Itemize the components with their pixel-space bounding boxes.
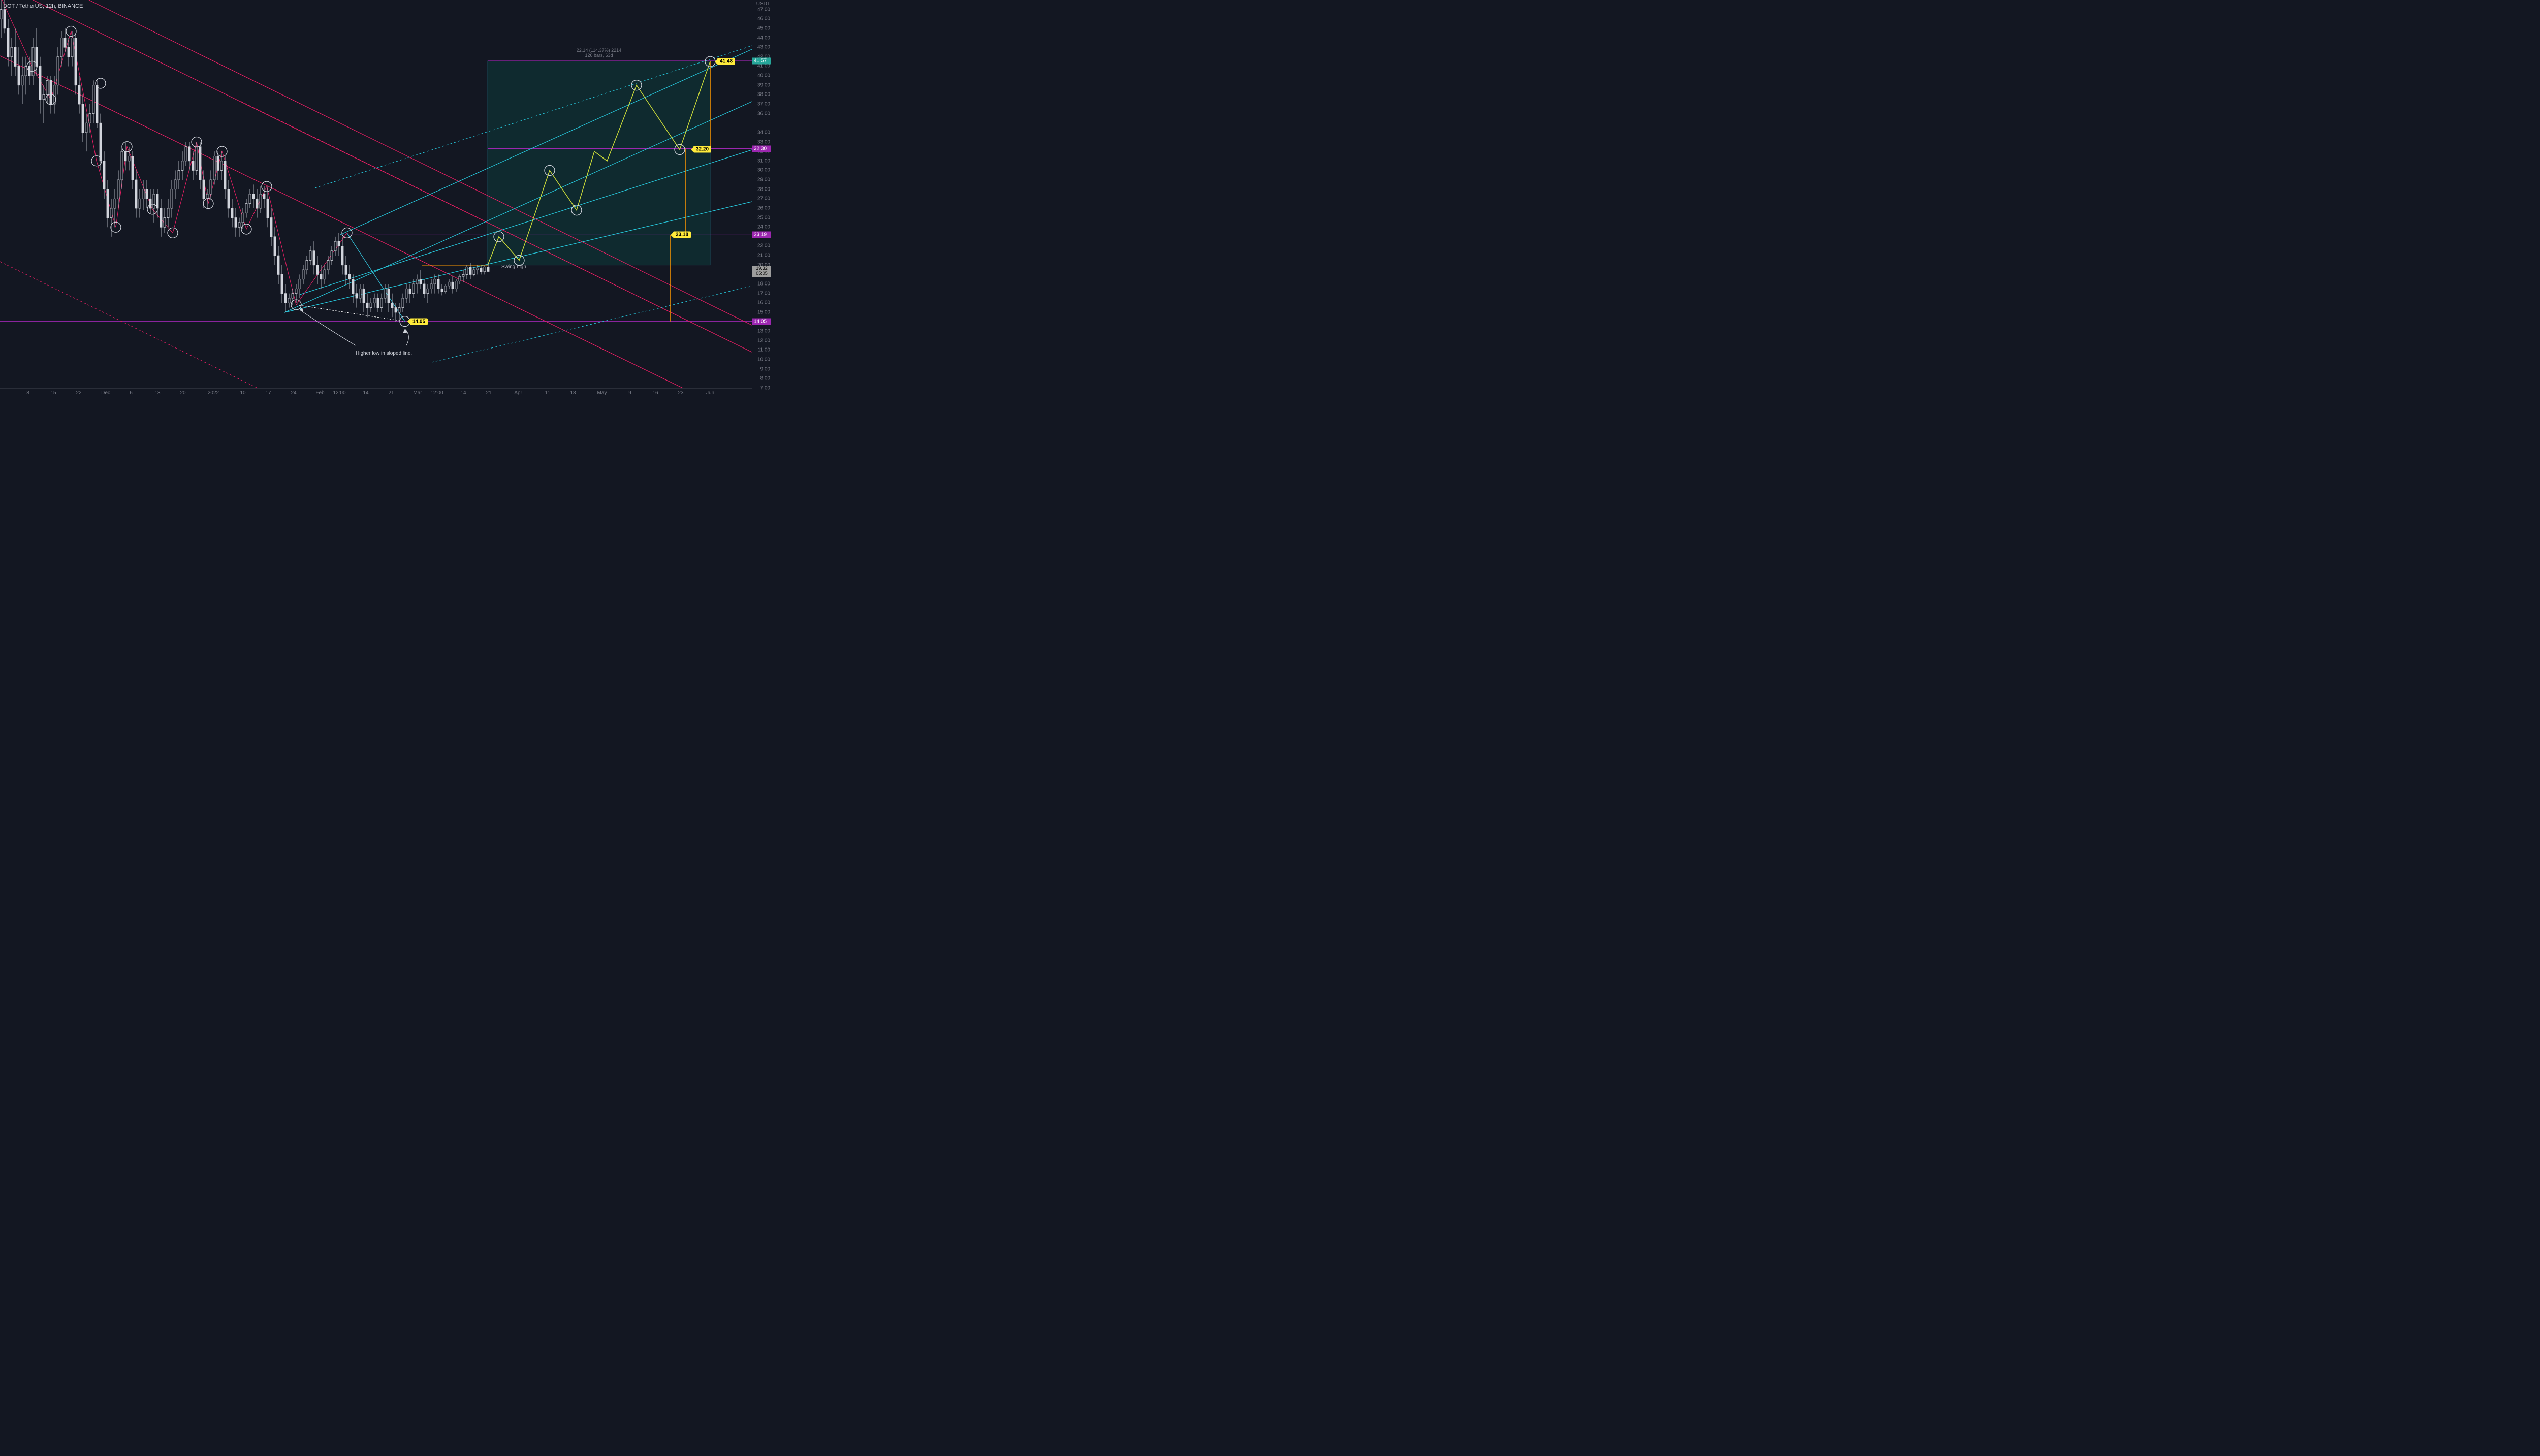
time-tick: 12:00: [430, 390, 443, 396]
time-tick: May: [597, 390, 607, 396]
price-callout[interactable]: 23.18: [673, 232, 691, 238]
time-tick: 24: [291, 390, 296, 396]
price-tick: 29.00: [757, 177, 770, 183]
time-tick: 14: [460, 390, 466, 396]
time-tick: Feb: [315, 390, 324, 396]
price-tick: 45.00: [757, 25, 770, 31]
symbol-label: DOT / TetherUS, 12h, BINANCE: [3, 3, 83, 9]
price-tick: 28.00: [757, 186, 770, 192]
price-tick: 18.00: [757, 281, 770, 287]
time-tick: 11: [545, 390, 550, 396]
time-tick: 2022: [208, 390, 219, 396]
price-tick: 10.00: [757, 357, 770, 363]
price-tick: 41.00: [757, 64, 770, 69]
time-tick: 21: [388, 390, 394, 396]
price-tick: 47.00: [757, 7, 770, 12]
time-tick: Dec: [101, 390, 110, 396]
price-callout[interactable]: 14.05: [410, 318, 428, 325]
price-tick: 12.00: [757, 338, 770, 343]
price-tick: 30.00: [757, 168, 770, 173]
time-tick: 8: [26, 390, 29, 396]
price-tick: 15.00: [757, 309, 770, 315]
price-tick: 13.00: [757, 329, 770, 334]
price-tick: 38.00: [757, 92, 770, 98]
time-tick: 20: [180, 390, 185, 396]
price-tick: 34.00: [757, 130, 770, 135]
price-tick: 31.00: [757, 158, 770, 164]
price-tick: 27.00: [757, 196, 770, 202]
price-tick: 7.00: [760, 386, 770, 391]
axis-unit-label: USDT: [756, 1, 770, 7]
price-tick: 44.00: [757, 35, 770, 41]
price-tick: 36.00: [757, 111, 770, 116]
time-tick: 14: [363, 390, 368, 396]
time-tick: 22: [76, 390, 81, 396]
price-tick: 46.00: [757, 16, 770, 22]
time-tick: 10: [240, 390, 245, 396]
price-tick: 25.00: [757, 215, 770, 220]
current-price-marker: 19.3205:05: [752, 266, 771, 277]
time-tick: 12:00: [333, 390, 345, 396]
text-annotation: Swing high: [501, 264, 526, 270]
price-marker: 32.30: [752, 145, 771, 152]
time-tick: Mar: [413, 390, 422, 396]
time-tick: 23: [678, 390, 683, 396]
chart-svg: 22.14 (114.37%) 2214126 bars, 63d: [0, 0, 752, 388]
price-tick: 9.00: [760, 366, 770, 372]
time-tick: Jun: [706, 390, 714, 396]
price-tick: 21.00: [757, 253, 770, 259]
price-tick: 33.00: [757, 139, 770, 145]
price-tick: 26.00: [757, 205, 770, 211]
price-tick: 8.00: [760, 376, 770, 382]
svg-text:126 bars, 63d: 126 bars, 63d: [585, 53, 613, 58]
chart-main[interactable]: 22.14 (114.37%) 2214126 bars, 63d 14.052…: [0, 0, 752, 388]
time-tick: 16: [652, 390, 658, 396]
price-tick: 22.00: [757, 243, 770, 249]
price-marker: 14.05: [752, 318, 771, 325]
price-tick: 16.00: [757, 300, 770, 306]
time-tick: 17: [265, 390, 271, 396]
time-tick: 9: [628, 390, 631, 396]
time-tick: Apr: [514, 390, 522, 396]
time-tick: 21: [486, 390, 491, 396]
time-tick: 13: [154, 390, 160, 396]
price-marker: 41.57: [752, 57, 771, 64]
price-tick: 43.00: [757, 45, 770, 50]
price-tick: 17.00: [757, 291, 770, 296]
price-tick: 24.00: [757, 225, 770, 230]
time-tick: 6: [130, 390, 133, 396]
price-tick: 37.00: [757, 101, 770, 107]
time-axis[interactable]: 8 15 22 Dec 6 13 20 2022 10 17 24 Feb 12:00 14 21 Mar 12…: [0, 388, 752, 398]
price-callout[interactable]: 32.20: [693, 146, 711, 153]
svg-text:22.14 (114.37%) 2214: 22.14 (114.37%) 2214: [577, 48, 621, 53]
chart-container: DOT / TetherUS, 12h, BINANCE 22.14 (114.…: [0, 0, 771, 398]
price-tick: 11.00: [758, 347, 770, 353]
price-axis[interactable]: USDT 7.00 8.00 9.00 10.00 11.00 12.00 13.00 14.…: [752, 0, 771, 388]
price-tick: 40.00: [757, 73, 770, 79]
time-tick: 18: [570, 390, 576, 396]
time-tick: 15: [50, 390, 56, 396]
text-annotation: Higher low in sloped line.: [356, 351, 412, 356]
price-marker: 23.19: [752, 232, 771, 238]
price-tick: 39.00: [757, 82, 770, 88]
price-callout[interactable]: 41.48: [717, 58, 735, 65]
